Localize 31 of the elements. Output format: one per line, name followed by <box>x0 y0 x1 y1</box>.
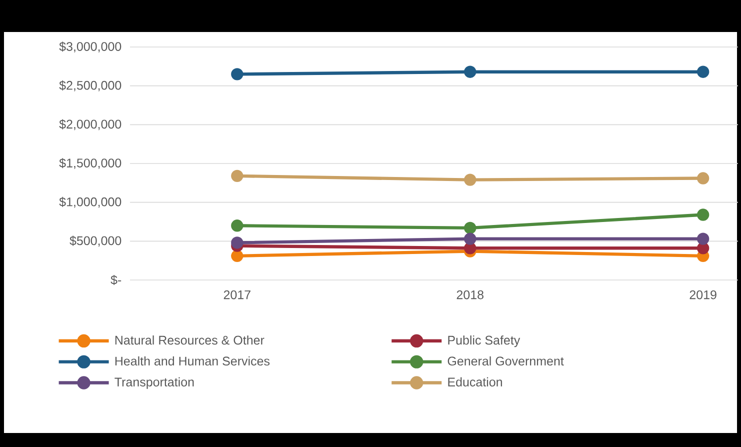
point <box>696 208 710 221</box>
point <box>231 236 244 249</box>
y-tick-label: $2,000,000 <box>59 119 122 130</box>
point <box>464 174 476 186</box>
point <box>231 250 244 262</box>
point <box>231 170 244 182</box>
point <box>696 242 710 254</box>
point <box>696 232 710 245</box>
y-tick-label: $- <box>110 274 122 286</box>
x-tick-label: 2018 <box>456 290 484 300</box>
legend-label: General Government <box>448 356 564 366</box>
point <box>696 172 710 184</box>
point <box>464 222 476 234</box>
point <box>231 68 244 80</box>
y-tick-label: $3,000,000 <box>59 42 122 52</box>
x-tick-label: 2017 <box>224 290 250 300</box>
x-tick-label: 2019 <box>690 290 716 300</box>
point <box>464 242 476 254</box>
y-tick-label: $500,000 <box>70 236 122 247</box>
point <box>231 220 244 232</box>
legend-label: Education <box>448 377 502 386</box>
legend-label: Natural Resources & Other <box>115 335 264 345</box>
y-tick-label: $1,000,000 <box>59 196 122 208</box>
y-tick-label: $2,500,000 <box>59 80 122 92</box>
legend-label: Transportation <box>114 377 194 389</box>
y-tick-label: $1,500,000 <box>59 158 122 169</box>
point <box>464 66 476 78</box>
point <box>464 232 476 245</box>
point <box>696 66 710 78</box>
legend-label: Health and Human Services <box>115 356 270 366</box>
legend-label: Public Safety <box>448 335 520 348</box>
